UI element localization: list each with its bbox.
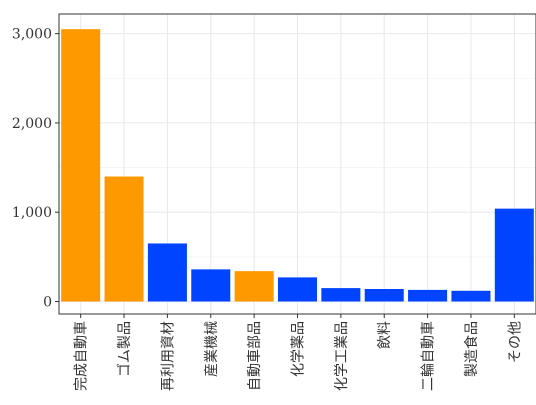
bar-6 <box>277 277 318 302</box>
x-tick-label: 再利用資材 <box>160 321 176 391</box>
x-tick-label: その他 <box>507 321 523 363</box>
x-tick-label: 化学工業品 <box>334 321 350 391</box>
x-tick-label: 完成自動車 <box>73 321 90 391</box>
x-tick-label: 飲料 <box>377 321 393 349</box>
bar-11 <box>494 208 534 302</box>
bar-4 <box>191 269 231 302</box>
bar-2 <box>104 176 144 302</box>
bar-3 <box>147 243 187 302</box>
bar-5 <box>234 271 274 302</box>
bar-7 <box>321 288 361 302</box>
y-axis: 0 1,000 2,000 3,000 <box>12 27 59 311</box>
bars <box>61 29 534 302</box>
x-tick-label: ゴム製品 <box>116 321 133 377</box>
bar-10 <box>451 290 491 302</box>
x-axis: 完成自動車 ゴム製品 再利用資材 産業機械 自動車部品 化学薬品 化学工業品 飲料 二輪自動車 製… <box>73 314 523 391</box>
bar-9 <box>408 289 448 302</box>
x-tick-label: 製造食品 <box>463 321 480 377</box>
x-tick-label: 化学薬品 <box>291 321 307 377</box>
y-tick-label: 3,000 <box>12 27 52 43</box>
bar-8 <box>364 289 404 302</box>
x-tick-label: 産業機械 <box>204 321 220 377</box>
y-tick-label: 1,000 <box>12 205 52 221</box>
y-tick-label: 2,000 <box>12 116 52 132</box>
grid-lines <box>59 14 536 314</box>
bar-1 <box>61 29 101 302</box>
y-tick-label: 0 <box>43 295 52 311</box>
x-tick-label: 自動車部品 <box>246 321 263 391</box>
x-tick-label: 二輪自動車 <box>420 321 437 391</box>
